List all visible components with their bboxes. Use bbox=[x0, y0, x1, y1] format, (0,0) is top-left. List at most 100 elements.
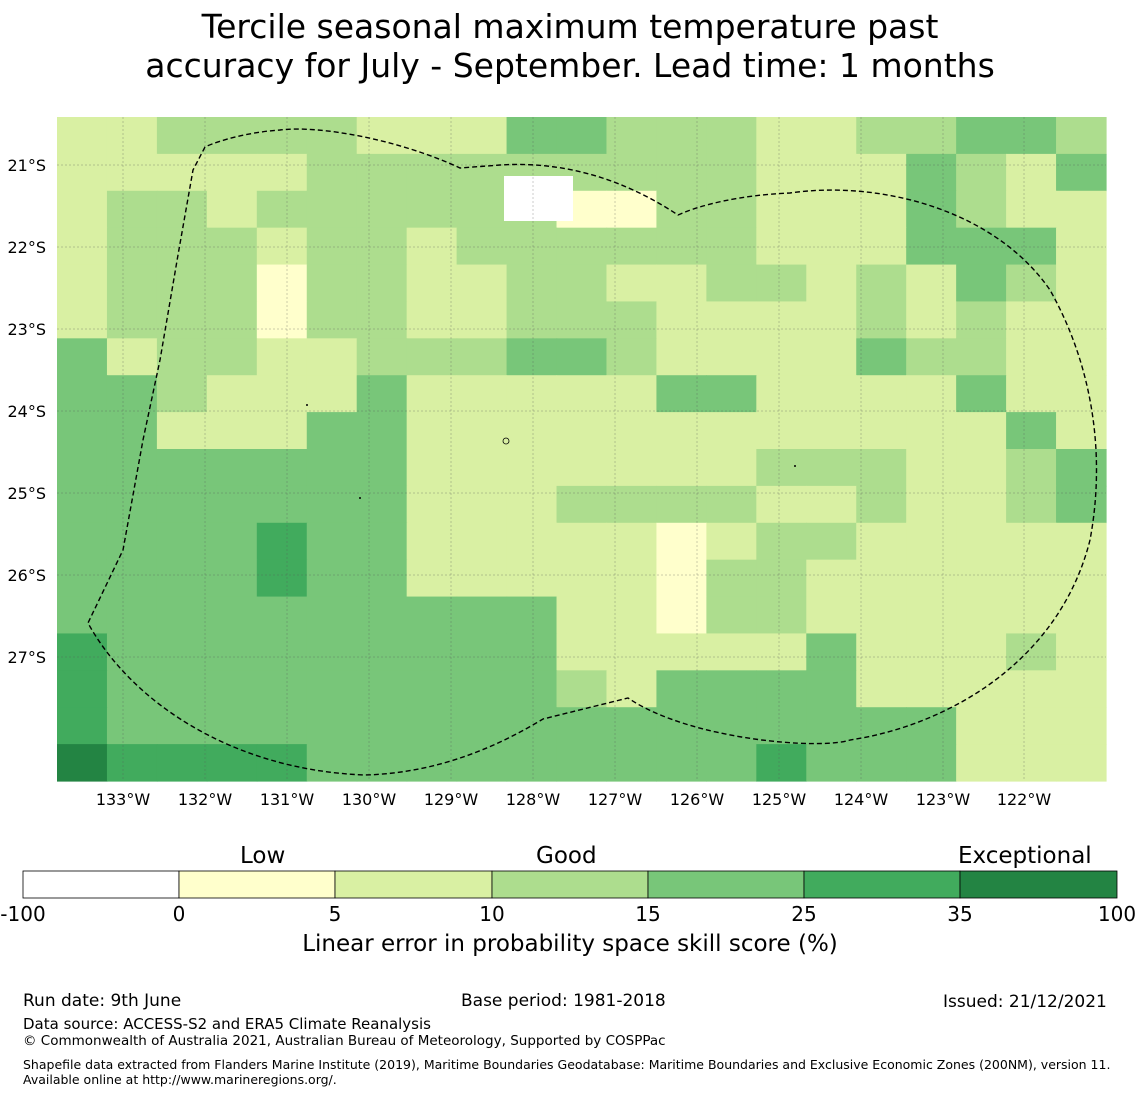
grid-cell bbox=[106, 633, 158, 671]
grid-cell bbox=[556, 596, 608, 635]
grid-cell bbox=[456, 485, 508, 524]
grid-cell bbox=[57, 522, 108, 561]
grid-cell bbox=[956, 338, 1007, 376]
grid-cell bbox=[606, 338, 658, 376]
grid-cell bbox=[456, 338, 508, 376]
lat-tick-label: 26°S bbox=[7, 566, 46, 585]
grid-cell bbox=[556, 707, 608, 745]
grid-cell bbox=[1056, 633, 1107, 671]
lon-tick-label: 123°W bbox=[916, 790, 971, 809]
grid-cell bbox=[156, 449, 208, 487]
grid-cell bbox=[106, 707, 158, 745]
grid-cell bbox=[57, 670, 108, 708]
lat-tick-label: 27°S bbox=[7, 648, 46, 667]
grid-cell bbox=[856, 707, 907, 745]
grid-cell bbox=[256, 301, 308, 339]
grid-cell bbox=[306, 707, 358, 745]
grid-cell bbox=[1006, 301, 1057, 339]
grid-cell bbox=[906, 412, 957, 450]
grid-cell bbox=[906, 707, 957, 745]
grid-cell bbox=[57, 338, 108, 376]
grid-cell bbox=[1006, 117, 1057, 155]
grid-cell bbox=[106, 190, 158, 229]
grid-cell bbox=[656, 522, 707, 561]
grid-cell bbox=[356, 596, 408, 635]
grid-cell bbox=[506, 633, 558, 671]
grid-cell bbox=[906, 559, 957, 598]
colorbar-segment bbox=[803, 870, 961, 899]
grid-cell bbox=[156, 596, 208, 635]
grid-cell bbox=[206, 227, 258, 266]
colorbar-tick-label: 10 bbox=[479, 902, 505, 926]
shapefile-credit: Shapefile data extracted from Flanders M… bbox=[23, 1057, 1111, 1087]
grid-cell bbox=[356, 375, 408, 413]
grid-cell bbox=[206, 449, 258, 487]
grid-cell bbox=[856, 522, 907, 561]
grid-cell bbox=[856, 227, 907, 266]
grid-cell bbox=[606, 264, 658, 303]
grid-cell bbox=[456, 375, 508, 413]
grid-cell bbox=[156, 559, 208, 598]
lat-tick-label: 23°S bbox=[7, 320, 46, 339]
grid-cell bbox=[756, 596, 807, 635]
grid-cell bbox=[806, 375, 857, 413]
colorbar-tick-label: -100 bbox=[0, 902, 46, 926]
grid-cell bbox=[1056, 522, 1107, 561]
grid-cell bbox=[756, 227, 807, 266]
grid-cell bbox=[57, 264, 108, 303]
grid-cell bbox=[906, 449, 957, 487]
grid-cell bbox=[206, 707, 258, 745]
grid-cell bbox=[206, 264, 258, 303]
grid-cell bbox=[57, 744, 108, 782]
grid-cell bbox=[406, 522, 458, 561]
grid-cell bbox=[506, 744, 558, 782]
grid-cell bbox=[806, 633, 857, 671]
lon-tick-label: 124°W bbox=[834, 790, 889, 809]
grid-cell bbox=[506, 338, 558, 376]
grid-cell bbox=[306, 559, 358, 598]
grid-cell bbox=[1006, 633, 1057, 671]
map-title-line1: Tercile seasonal maximum temperature pas… bbox=[201, 7, 939, 46]
grid-cell bbox=[256, 153, 308, 192]
legend-label-exceptional: Exceptional bbox=[958, 843, 1092, 869]
grid-cell bbox=[856, 449, 907, 487]
grid-cell bbox=[1006, 190, 1057, 229]
grid-cell bbox=[356, 190, 408, 229]
grid-cell bbox=[156, 744, 208, 782]
grid-cell bbox=[906, 375, 957, 413]
grid-cell bbox=[606, 707, 658, 745]
grid-cell bbox=[956, 412, 1007, 450]
grid-cell bbox=[206, 117, 258, 155]
grid-cell bbox=[756, 117, 807, 155]
colorbar-tick-label: 25 bbox=[791, 902, 817, 926]
grid-cell bbox=[456, 633, 508, 671]
grid-cell bbox=[306, 338, 358, 376]
grid-cell bbox=[406, 117, 458, 155]
grid-cell bbox=[556, 449, 608, 487]
grid-cell bbox=[856, 375, 907, 413]
lon-tick-label: 132°W bbox=[178, 790, 233, 809]
grid-cell bbox=[706, 744, 757, 782]
grid-cell bbox=[256, 190, 308, 229]
grid-cell bbox=[356, 412, 408, 450]
grid-cell bbox=[256, 338, 308, 376]
skill-grid bbox=[57, 117, 1107, 782]
base-period: Base period: 1981-2018 bbox=[461, 991, 666, 1011]
grid-cell bbox=[856, 264, 907, 303]
grid-cell bbox=[456, 190, 508, 229]
grid-cell bbox=[306, 117, 358, 155]
colorbar-axis-title: Linear error in probability space skill … bbox=[302, 931, 838, 957]
data-source: Data source: ACCESS-S2 and ERA5 Climate … bbox=[23, 1015, 431, 1033]
grid-cell bbox=[206, 633, 258, 671]
grid-cell bbox=[706, 412, 757, 450]
grid-cell bbox=[606, 559, 658, 598]
grid-cell bbox=[1056, 153, 1107, 192]
grid-cell bbox=[556, 412, 608, 450]
grid-cell bbox=[956, 596, 1007, 635]
grid-cell bbox=[856, 744, 907, 782]
grid-cell bbox=[506, 117, 558, 155]
grid-cell bbox=[956, 633, 1007, 671]
grid-cell bbox=[256, 117, 308, 155]
grid-cell bbox=[906, 117, 957, 155]
grid-cell bbox=[456, 522, 508, 561]
